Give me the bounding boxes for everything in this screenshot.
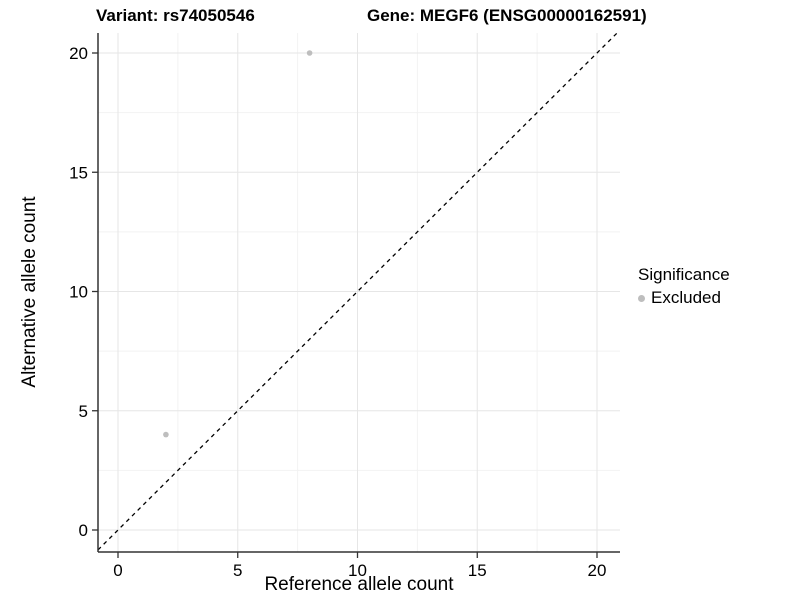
excluded-point-icon (638, 294, 645, 302)
identity-reference-line (97, 32, 618, 551)
y-tick-label: 10 (69, 283, 88, 302)
x-tick-label: 10 (348, 561, 367, 580)
x-tick-label: 0 (113, 561, 122, 580)
x-tick-label: 20 (588, 561, 607, 580)
legend-item-excluded: Excluded (638, 288, 730, 308)
legend: Significance Excluded (638, 265, 730, 308)
y-axis-title: Alternative allele count (19, 196, 40, 388)
x-axis-title: Reference allele count (264, 574, 454, 595)
data-point (306, 50, 313, 56)
plot-title-variant: Variant: rs74050546 (96, 6, 255, 25)
data-point (163, 431, 169, 438)
y-tick-label: 5 (79, 402, 88, 421)
y-tick-label: 20 (69, 44, 88, 63)
legend-title: Significance (638, 265, 730, 284)
plot-title-gene: Gene: MEGF6 (ENSG00000162591) (367, 6, 647, 25)
x-tick-label: 15 (468, 561, 487, 580)
y-tick-label: 0 (79, 521, 88, 540)
legend-item-label: Excluded (651, 288, 721, 307)
y-tick-label: 15 (69, 163, 88, 182)
x-tick-label: 5 (233, 561, 242, 580)
